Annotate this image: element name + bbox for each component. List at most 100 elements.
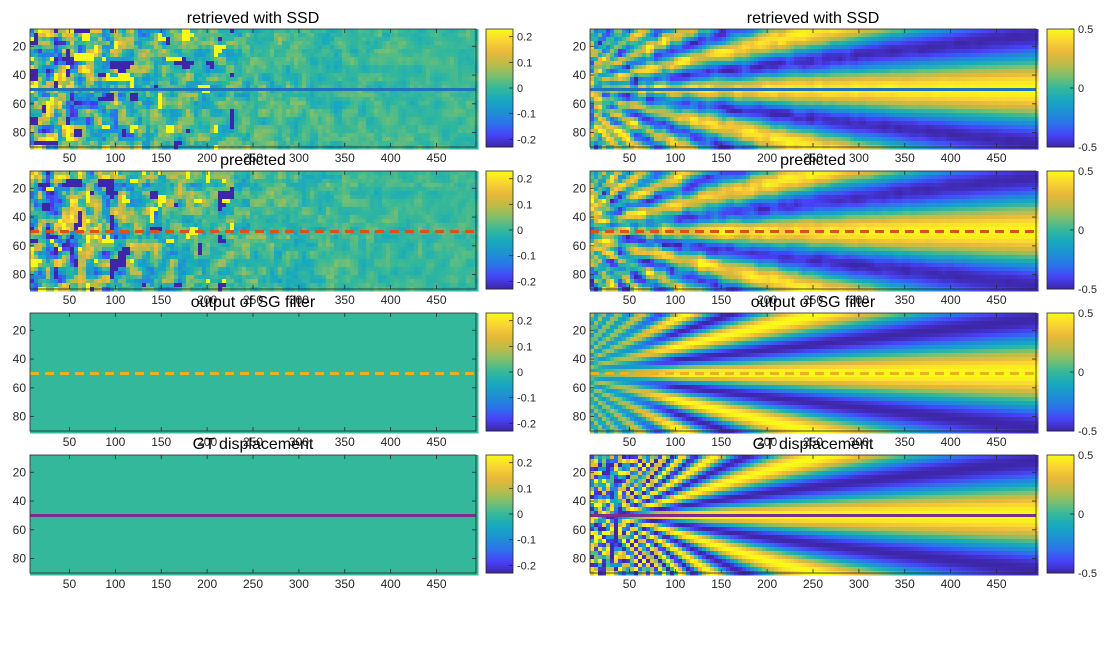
x-tick-label: 100 [105, 435, 125, 449]
y-tick-label: 40 [573, 352, 587, 366]
colorbar-tick-label: -0.1 [517, 535, 536, 547]
x-tick-label: 200 [757, 151, 777, 165]
colorbar-tick-label: -0.5 [1078, 568, 1097, 580]
x-tick-label: 200 [197, 151, 217, 165]
colorbar-tick-label: -0.5 [1078, 426, 1097, 438]
x-tick-label: 450 [427, 435, 447, 449]
y-tick-label: 60 [573, 239, 587, 253]
subplot-title: GT displacement [193, 436, 314, 453]
colorbar: 0.5 0 -0.5 [1047, 24, 1097, 154]
colorbar: 0.20.10-0.1-0.2 [486, 313, 536, 432]
x-tick-label: 100 [105, 151, 125, 165]
x-tick-label: 350 [895, 435, 915, 449]
colorbar-tick-label: 0 [1078, 509, 1084, 521]
x-tick-label: 350 [335, 293, 355, 307]
x-tick-label: 300 [849, 577, 869, 591]
x-tick-label: 400 [941, 151, 961, 165]
colorbar-tick-label: 0.5 [1078, 450, 1093, 462]
x-tick-label: 400 [381, 151, 401, 165]
x-tick-label: 400 [381, 293, 401, 307]
x-tick-label: 300 [849, 151, 869, 165]
x-tick-label: 100 [665, 293, 685, 307]
y-tick-label: 20 [573, 323, 587, 337]
x-tick-label: 100 [105, 293, 125, 307]
y-tick-label: 60 [573, 381, 587, 395]
subplot-title: predicted [220, 152, 286, 169]
y-tick-label: 80 [13, 268, 27, 282]
y-tick-label: 40 [573, 68, 587, 82]
x-tick-label: 50 [63, 577, 77, 591]
x-tick-label: 450 [427, 151, 447, 165]
y-tick-label: 20 [573, 39, 587, 53]
x-tick-label: 250 [243, 577, 263, 591]
x-tick-label: 150 [711, 151, 731, 165]
colorbar-tick-label: -0.5 [1078, 142, 1097, 154]
colorbar-tick-label: -0.2 [517, 276, 536, 288]
colorbar-tick-label: 0 [517, 509, 523, 521]
colorbar-tick-label: -0.2 [517, 134, 536, 146]
x-tick-label: 250 [803, 577, 823, 591]
colorbar: 0.50-0.5 [1047, 166, 1097, 296]
colorbar-tick-label: 0.1 [517, 341, 532, 353]
colorbar-tick-label: 0.2 [517, 316, 532, 328]
x-tick-label: 400 [941, 577, 961, 591]
x-tick-label: 150 [711, 293, 731, 307]
y-tick-label: 60 [13, 239, 27, 253]
y-tick-label: 40 [573, 210, 587, 224]
colorbar-tick-label: -0.2 [517, 560, 536, 572]
x-tick-label: 300 [289, 577, 309, 591]
x-tick-label: 50 [63, 151, 77, 165]
y-tick-label: 20 [13, 181, 27, 195]
y-tick-label: 80 [13, 410, 27, 424]
x-tick-label: 50 [63, 293, 77, 307]
y-tick-label: 60 [13, 381, 27, 395]
colorbar: 0.20.10-0.1-0.2 [486, 29, 536, 148]
colorbar-tick-label: 0 [517, 225, 523, 237]
x-tick-label: 450 [987, 293, 1007, 307]
colorbar-tick-label: 0.2 [517, 174, 532, 186]
colorbar-tick-label: -0.1 [517, 393, 536, 405]
y-tick-label: 60 [13, 523, 27, 537]
y-tick-label: 60 [573, 523, 587, 537]
colorbar-tick-label: 0 [1078, 83, 1084, 95]
x-tick-label: 150 [151, 151, 171, 165]
colorbar-tick-label: 0 [517, 367, 523, 379]
x-tick-label: 350 [335, 151, 355, 165]
y-tick-label: 60 [13, 97, 27, 111]
y-tick-label: 80 [13, 552, 27, 566]
x-tick-label: 450 [987, 435, 1007, 449]
subplot-title: retrieved with SSD [747, 10, 880, 27]
y-tick-label: 40 [13, 352, 27, 366]
y-tick-label: 20 [13, 323, 27, 337]
colorbar-tick-label: 0.2 [517, 32, 532, 44]
y-tick-label: 80 [573, 410, 587, 424]
colorbar-tick-label: 0.2 [517, 458, 532, 470]
x-tick-label: 400 [381, 435, 401, 449]
colorbar-tick-label: 0.5 [1078, 308, 1093, 320]
x-tick-label: 50 [63, 435, 77, 449]
x-tick-label: 150 [151, 577, 171, 591]
x-tick-label: 50 [623, 151, 637, 165]
y-tick-label: 80 [13, 126, 27, 140]
subplot-title: GT displacement [753, 436, 874, 453]
colorbar-tick-label: 0.5 [1078, 24, 1093, 36]
x-tick-label: 150 [711, 435, 731, 449]
x-tick-label: 200 [197, 577, 217, 591]
x-tick-label: 400 [941, 293, 961, 307]
colorbar: 0.50-0.5 [1047, 308, 1097, 438]
colorbar: 0.20.10-0.1-0.2 [486, 171, 536, 290]
x-tick-label: 50 [623, 293, 637, 307]
x-tick-label: 450 [427, 293, 447, 307]
subplot-title: retrieved with SSD [187, 10, 320, 27]
colorbar: 0.20.10-0.1-0.2 [486, 455, 536, 574]
colorbar-tick-label: -0.1 [517, 109, 536, 121]
x-tick-label: 450 [987, 577, 1007, 591]
x-tick-label: 100 [105, 577, 125, 591]
